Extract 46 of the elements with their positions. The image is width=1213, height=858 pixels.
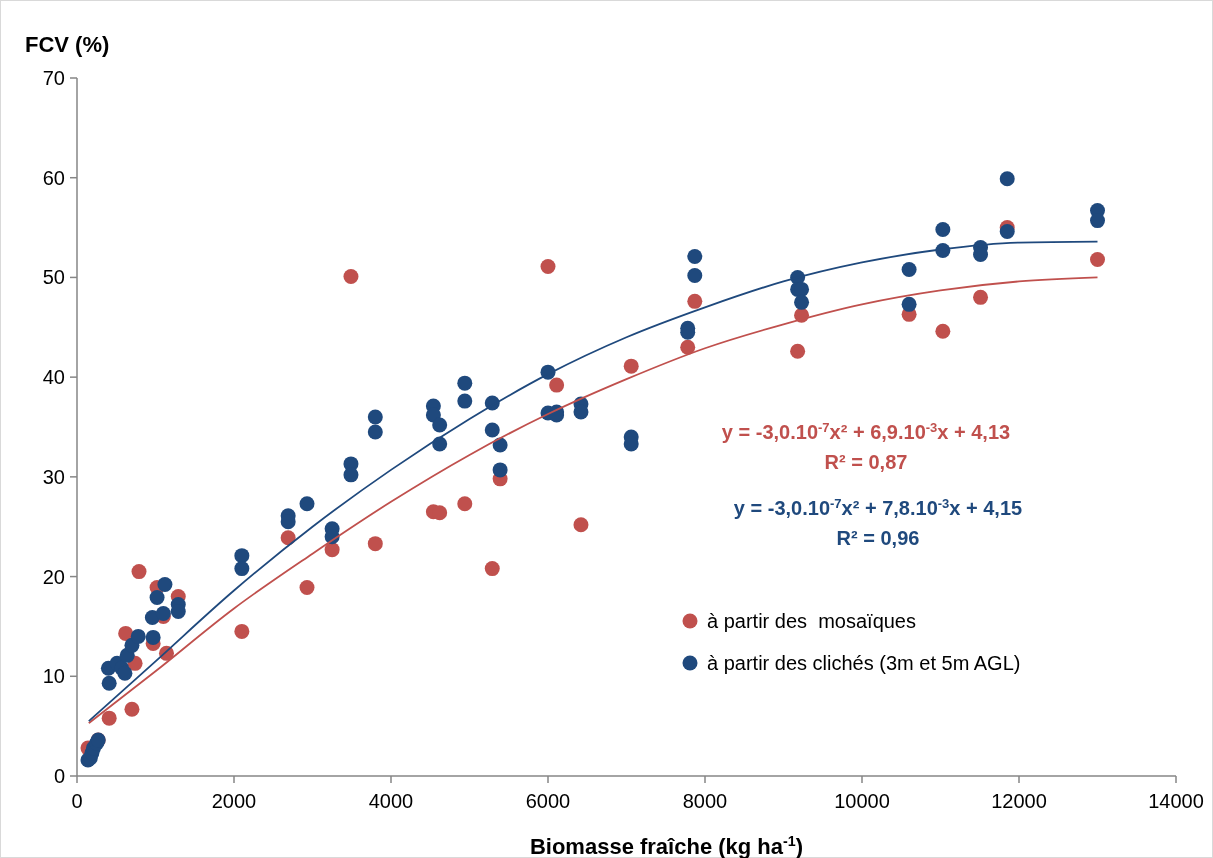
point [131,564,147,580]
y-tick-label: 50 [42,266,65,289]
x-tick-label: 8000 [682,790,728,812]
point [124,701,140,717]
legend-label: à partir des mosaïques [707,610,916,632]
point [457,496,473,512]
point [101,710,117,726]
point [935,323,951,339]
point [1090,251,1105,267]
legend-label: à partir des clichés (3m et 5m AGL) [707,652,1021,674]
point [623,358,639,374]
y-tick-label: 30 [42,465,65,488]
point [687,293,703,309]
point [367,536,383,552]
point [343,268,359,284]
x-tick-label: 14000 [1148,790,1204,812]
point [573,517,589,533]
x-axis-title: Biomasse fraîche (kg ha$^{-1}$) [529,833,804,858]
point [540,258,556,274]
annotation: R² = 0,96 [836,527,920,549]
point [973,289,989,305]
x-tick-label: 6000 [525,790,571,812]
x-tick-label: 10000 [834,790,890,812]
point [790,343,806,359]
point [118,625,134,641]
annotation: y = -3,0.10$^{-7}$x² + 7,8.10$^{-3}$x + 4,15 [733,495,1023,519]
y-tick-label: 0 [53,765,65,787]
point [299,580,315,596]
y-tick-label: 20 [42,565,65,588]
annotation: y = -3,0.10$^{-7}$x² + 6,9.10$^{-3}$x + 4,13 [721,419,1011,443]
y-tick-label: 40 [42,366,65,389]
y-tick-label: 10 [42,665,65,688]
point [484,561,500,577]
y-tick-label: 60 [42,166,65,189]
x-tick-label: 0 [71,790,83,812]
x-tick-label: 12000 [991,790,1047,812]
x-tick-label: 4000 [368,790,414,812]
point [549,377,565,393]
point [680,339,696,355]
point [324,542,340,558]
point [234,623,250,639]
annotation: R² = 0,87 [824,451,908,473]
y-axis-title: FCV (%) [25,32,110,57]
x-tick-label: 2000 [211,790,257,812]
point [280,530,296,546]
y-tick-label: 70 [42,67,65,89]
